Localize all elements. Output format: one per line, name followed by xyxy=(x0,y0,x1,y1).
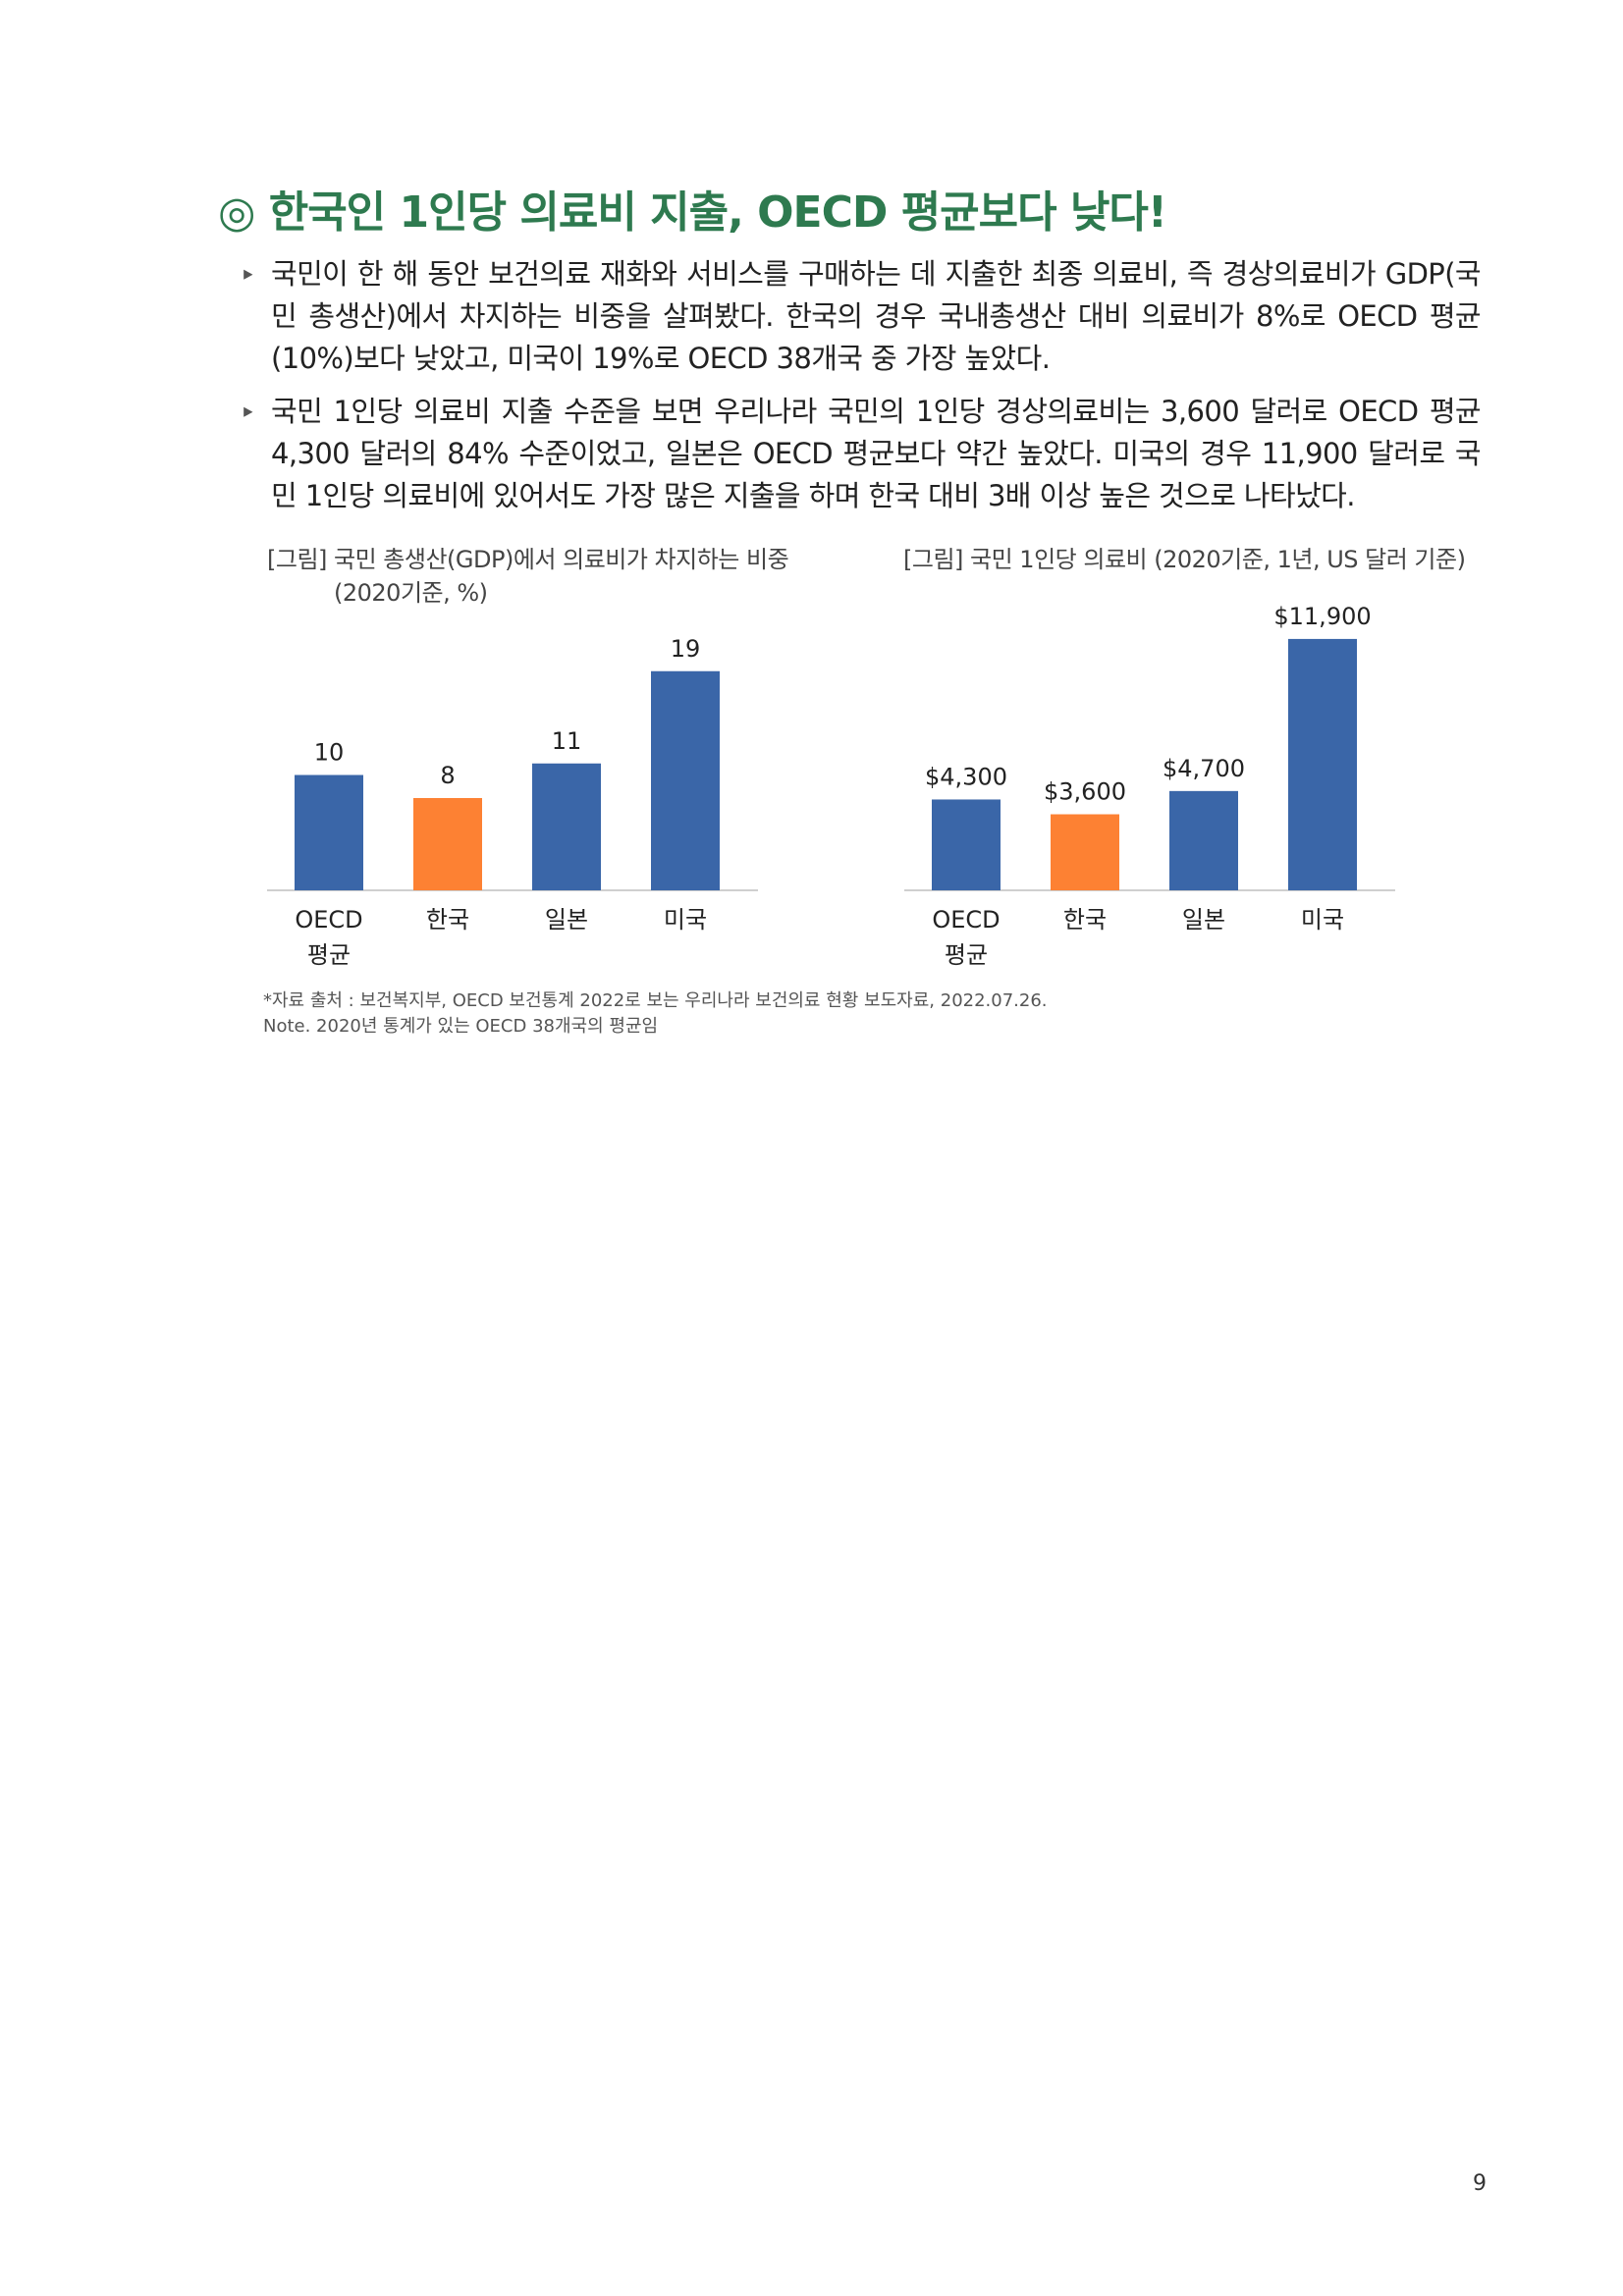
category-label: 미국 xyxy=(664,906,707,934)
bar xyxy=(295,774,363,890)
category-label: 한국 xyxy=(426,906,469,934)
page-number: 9 xyxy=(1473,2171,1487,2196)
figure2-title: [그림] 국민 1인당 의료비 (2020기준, 1년, US 달러 기준) xyxy=(903,546,1466,573)
bullet-marker: ‣ xyxy=(240,259,256,292)
data-label: $4,700 xyxy=(1163,755,1245,782)
bar xyxy=(651,670,720,890)
data-label: $4,300 xyxy=(925,763,1007,790)
data-label: 11 xyxy=(552,727,582,755)
category-label: 평균 xyxy=(307,941,351,969)
footnote: Note. 2020년 통계가 있는 OECD 38개국의 평균임 xyxy=(263,1016,659,1037)
figure1-title: [그림] 국민 총생산(GDP)에서 의료비가 차지하는 비중 xyxy=(267,546,789,573)
data-label: $11,900 xyxy=(1273,603,1371,630)
category-label: OECD xyxy=(932,906,1000,934)
paragraph-per-capita: 국민 1인당 의료비 지출 수준을 보면 우리나라 국민의 1인당 경상의료비는… xyxy=(271,395,1482,512)
section-title: ◎ 한국인 1인당 의료비 지출, OECD 평균보다 낮다! xyxy=(218,187,1167,238)
data-label: 8 xyxy=(440,762,455,789)
bar xyxy=(1051,814,1119,890)
category-label: 평균 xyxy=(945,941,988,969)
bar xyxy=(1288,638,1357,890)
category-label: 일본 xyxy=(545,906,588,934)
bullet-marker: ‣ xyxy=(240,397,256,429)
bar xyxy=(413,798,482,890)
bar xyxy=(532,763,601,890)
data-label: 10 xyxy=(314,739,345,767)
data-label: 19 xyxy=(671,635,701,663)
category-label: 미국 xyxy=(1301,906,1344,934)
gdp-share-chart: 10 OECD 평균 8 한국 11 일본 19 미국 xyxy=(267,635,758,969)
paragraph-gdp-share: 국민이 한 해 동안 보건의료 재화와 서비스를 구매하는 데 지출한 최종 의… xyxy=(271,257,1482,375)
bar xyxy=(1169,790,1238,890)
category-label: 일본 xyxy=(1182,906,1225,934)
data-label: $3,600 xyxy=(1044,778,1126,806)
category-label: 한국 xyxy=(1063,906,1107,934)
bar xyxy=(932,799,1001,890)
category-label: OECD xyxy=(295,906,362,934)
source-note: *자료 출처 : 보건복지부, OECD 보건통계 2022로 보는 우리나라 … xyxy=(263,990,1048,1011)
per-capita-chart: $4,300 OECD 평균 $3,600 한국 $4,700 일본 $11,900 미국 xyxy=(904,603,1395,969)
figure1-subtitle: (2020기준, %) xyxy=(334,579,488,607)
